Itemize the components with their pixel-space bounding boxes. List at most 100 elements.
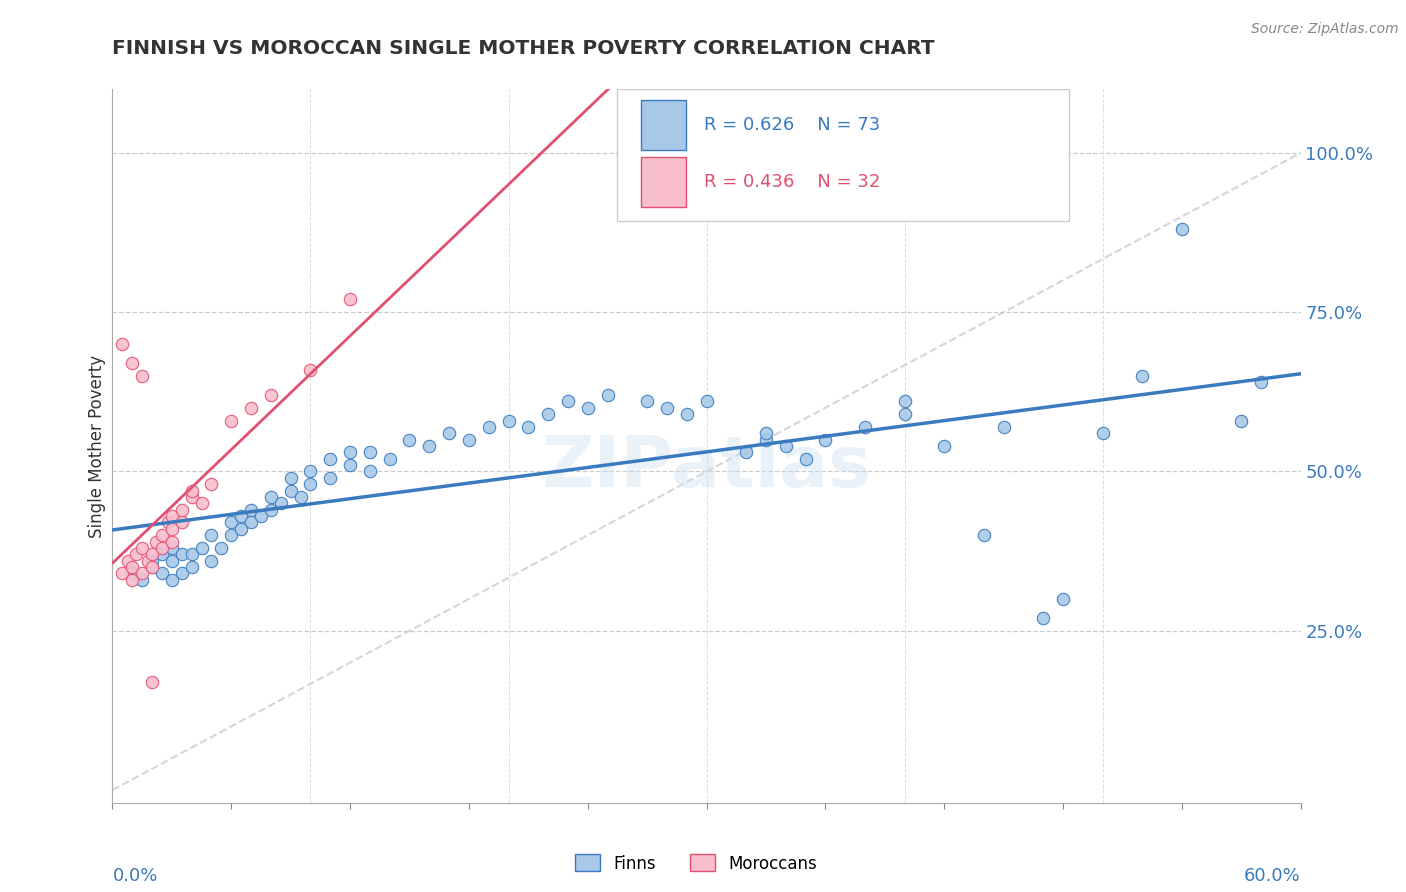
Point [160, 534, 183, 549]
Point [141, 554, 163, 568]
Point [219, 528, 242, 542]
Point [755, 433, 778, 447]
Text: ZIPatlas: ZIPatlas [541, 433, 872, 502]
Point [339, 293, 361, 307]
Point [160, 554, 183, 568]
Point [260, 490, 283, 504]
Text: R = 0.436    N = 32: R = 0.436 N = 32 [704, 173, 880, 191]
Point [131, 541, 153, 555]
Point [117, 554, 139, 568]
Point [190, 541, 212, 555]
Point [755, 426, 778, 441]
Point [735, 445, 758, 459]
Point [150, 566, 173, 581]
Point [398, 433, 420, 447]
Point [498, 413, 520, 427]
Point [160, 522, 183, 536]
Point [231, 509, 253, 524]
Point [145, 534, 167, 549]
Point [814, 433, 837, 447]
Point [993, 420, 1015, 434]
Point [111, 337, 134, 351]
Point [934, 439, 956, 453]
Text: Source: ZipAtlas.com: Source: ZipAtlas.com [1251, 22, 1399, 37]
Text: R = 0.626    N = 73: R = 0.626 N = 73 [704, 116, 880, 134]
Point [190, 496, 212, 510]
Point [339, 458, 361, 472]
Point [141, 560, 163, 574]
Point [180, 490, 202, 504]
Point [299, 362, 322, 376]
Point [150, 541, 173, 555]
Point [1130, 368, 1153, 383]
Point [557, 394, 579, 409]
Point [150, 547, 173, 561]
Point [299, 465, 322, 479]
Point [180, 560, 202, 574]
Point [141, 560, 163, 574]
Point [636, 394, 658, 409]
Point [170, 547, 193, 561]
Point [209, 541, 232, 555]
Point [576, 401, 599, 415]
Point [219, 516, 242, 530]
Point [156, 516, 179, 530]
Point [893, 407, 915, 421]
Point [973, 528, 995, 542]
Legend: Finns, Moroccans: Finns, Moroccans [568, 847, 824, 880]
Point [339, 445, 361, 459]
Point [240, 502, 263, 516]
Point [418, 439, 440, 453]
Point [160, 573, 183, 587]
Point [359, 465, 381, 479]
Point [280, 483, 302, 498]
Point [170, 502, 193, 516]
Point [458, 433, 481, 447]
Point [180, 483, 202, 498]
Point [299, 477, 322, 491]
Point [141, 547, 163, 561]
Point [180, 547, 202, 561]
Point [794, 451, 817, 466]
Point [596, 388, 619, 402]
Point [1170, 222, 1192, 236]
Point [121, 573, 143, 587]
Point [775, 439, 797, 453]
Point [478, 420, 501, 434]
Point [240, 516, 263, 530]
Bar [641, 157, 686, 207]
Text: 0.0%: 0.0% [112, 867, 157, 885]
Point [260, 388, 283, 402]
Point [853, 420, 876, 434]
Point [290, 490, 312, 504]
Text: FINNISH VS MOROCCAN SINGLE MOTHER POVERTY CORRELATION CHART: FINNISH VS MOROCCAN SINGLE MOTHER POVERT… [112, 39, 935, 58]
Point [200, 477, 222, 491]
Point [200, 528, 222, 542]
Point [131, 573, 153, 587]
Point [150, 528, 173, 542]
Point [319, 471, 342, 485]
Point [1032, 611, 1054, 625]
Point [136, 554, 159, 568]
Point [170, 566, 193, 581]
Point [231, 522, 253, 536]
Point [160, 509, 183, 524]
Point [1250, 376, 1272, 390]
Point [696, 394, 718, 409]
Point [517, 420, 540, 434]
Point [160, 541, 183, 555]
Point [1052, 591, 1074, 606]
Point [131, 368, 153, 383]
Point [121, 356, 143, 370]
Point [655, 401, 678, 415]
Point [121, 560, 143, 574]
Point [125, 547, 148, 561]
Point [200, 554, 222, 568]
Point [250, 509, 273, 524]
Point [280, 471, 302, 485]
Point [170, 516, 193, 530]
Point [378, 451, 401, 466]
Point [219, 413, 242, 427]
Point [240, 401, 263, 415]
Bar [641, 100, 686, 150]
